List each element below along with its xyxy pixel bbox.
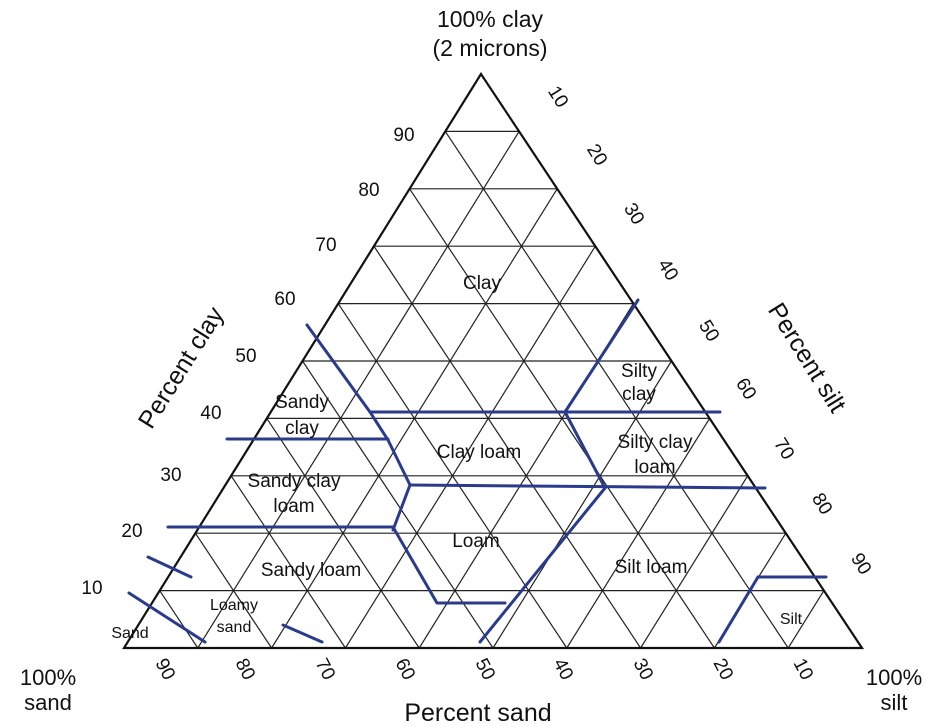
boundary-loam-left <box>391 525 507 605</box>
clay-tick-label: 60 <box>274 289 295 310</box>
clay-tick-label: 70 <box>315 235 336 256</box>
texture-class-labels: Clay Silty clay Sandy clay Clay loam Sil… <box>111 273 802 642</box>
class-label-loamy-sand: sand <box>217 619 252 636</box>
sand-tick-label: 70 <box>311 655 339 684</box>
diagram-title-line2: (2 microns) <box>432 35 547 61</box>
diagram-title-line1: 100% clay <box>437 6 544 32</box>
grid-line-sand <box>444 131 789 649</box>
grid-line-silt <box>640 475 749 649</box>
grid-line-silt <box>344 245 596 649</box>
silt-tick-label: 90 <box>846 550 875 579</box>
class-label-clay-loam: Clay loam <box>437 442 521 463</box>
sand-tick-label: 60 <box>391 655 419 684</box>
silt-tick-label: 50 <box>694 317 723 346</box>
texture-boundaries <box>127 298 828 644</box>
sand-tick-label: 80 <box>231 655 259 684</box>
class-label-silt: Silt <box>780 611 803 628</box>
boundary-silt-left <box>717 575 760 644</box>
boundary-loamy-sand-right <box>281 623 324 644</box>
sand-axis-ticks: 90 80 70 60 50 40 30 20 10 <box>151 655 817 684</box>
silt-tick-label: 20 <box>582 141 611 170</box>
boundary-silty-clay-loam-left <box>563 410 607 490</box>
triangle-frame <box>122 71 865 650</box>
boundary-clay-loam-bottom <box>408 483 767 490</box>
grid-line-sand <box>409 188 715 649</box>
class-label-sandy-clay: clay <box>285 418 319 439</box>
boundary-loam-silt-loam <box>478 486 607 644</box>
class-label-clay: Clay <box>463 273 502 294</box>
class-label-loamy-sand: Loamy <box>210 597 258 614</box>
clay-tick-label: 40 <box>200 403 221 424</box>
boundary-sand-lower <box>127 591 207 644</box>
sand-corner-label-line1: 100% <box>20 665 76 690</box>
silt-tick-label: 70 <box>769 435 798 464</box>
clay-axis-ticks: 90 80 70 60 50 40 30 20 10 <box>81 125 414 599</box>
class-label-sandy-clay-loam: loam <box>273 496 314 517</box>
grid-line-silt <box>197 131 520 649</box>
class-label-silty-clay: clay <box>622 384 656 405</box>
boundary-loamy-sand-upper <box>146 555 193 579</box>
grid-line-sand <box>373 245 642 649</box>
sand-corner-label-line2: sand <box>24 690 72 715</box>
grid-line-silt <box>492 360 673 649</box>
grid-lines <box>159 130 825 649</box>
silt-tick-label: 30 <box>619 200 648 229</box>
silt-axis-title: Percent silt <box>762 298 851 418</box>
grid-line-sand <box>230 475 346 649</box>
sand-tick-label: 10 <box>789 655 817 684</box>
class-label-silty-clay-loam: Silty clay <box>618 432 693 453</box>
sand-tick-label: 50 <box>471 655 499 684</box>
clay-tick-label: 90 <box>393 125 414 146</box>
silt-corner-label-line2: silt <box>881 690 908 715</box>
sand-tick-label: 90 <box>151 655 179 684</box>
sand-tick-label: 20 <box>709 655 737 684</box>
sand-tick-label: 40 <box>549 655 577 684</box>
silt-tick-label: 80 <box>807 490 836 519</box>
grid-line-sand <box>159 590 199 649</box>
clay-tick-label: 20 <box>121 521 142 542</box>
class-label-sandy-clay: Sandy <box>275 392 329 413</box>
class-label-silty-clay: Silty <box>621 361 657 382</box>
grid-line-sand <box>302 360 494 649</box>
sand-axis-title: Percent sand <box>404 699 551 727</box>
class-label-silt-loam: Silt loam <box>615 557 688 578</box>
clay-tick-label: 80 <box>358 180 379 201</box>
silt-tick-label: 10 <box>543 83 572 112</box>
sand-tick-label: 30 <box>629 655 657 684</box>
silt-tick-label: 40 <box>653 256 682 285</box>
grid-line-silt <box>787 590 825 649</box>
boundary-silty-clay-left <box>563 298 640 414</box>
clay-tick-label: 30 <box>160 465 181 486</box>
silt-tick-label: 60 <box>731 375 760 404</box>
class-label-sand: Sand <box>111 625 148 642</box>
class-label-loam: Loam <box>452 531 500 552</box>
class-label-silty-clay-loam: loam <box>634 457 675 478</box>
class-label-sandy-loam: Sandy loam <box>261 560 361 581</box>
clay-tick-label: 10 <box>81 578 102 599</box>
clay-tick-label: 50 <box>235 346 256 367</box>
silt-corner-label-line1: 100% <box>866 665 922 690</box>
class-label-sandy-clay-loam: Sandy clay <box>248 471 341 492</box>
